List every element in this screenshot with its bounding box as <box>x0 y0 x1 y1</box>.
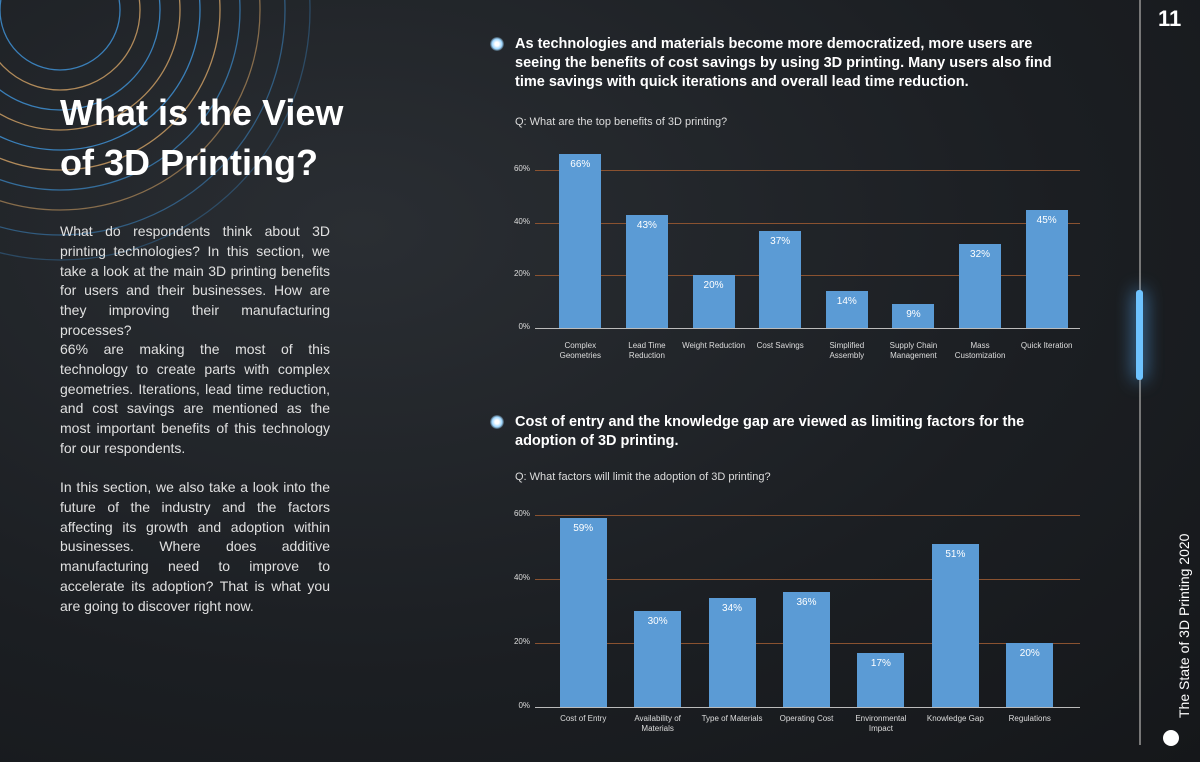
data-label: 43% <box>636 219 657 231</box>
bar <box>708 598 756 707</box>
x-tick-label: Type of Materials <box>701 714 763 723</box>
bar <box>634 611 682 707</box>
x-tick-label: Availability of Materials <box>634 714 681 733</box>
chart-subtitle: Q: What factors will limit the adoption … <box>515 471 771 483</box>
chart-title: As technologies and materials become mor… <box>515 36 1052 90</box>
grid-line <box>535 707 1080 708</box>
y-tick-label: 0% <box>518 322 530 331</box>
sidebar-title: The State of 3D Printing 2020 <box>1176 533 1192 718</box>
data-label: 17% <box>870 657 891 669</box>
data-label: 14% <box>836 296 857 308</box>
data-label: 9% <box>906 309 921 321</box>
y-tick-label: 40% <box>513 573 530 582</box>
y-tick-label: 0% <box>518 701 530 710</box>
data-label: 37% <box>770 235 791 247</box>
chart-subtitle: Q: What are the top benefits of 3D print… <box>515 116 728 128</box>
data-label: 45% <box>1036 214 1057 226</box>
data-label: 32% <box>970 248 991 260</box>
x-tick-label: Cost Savings <box>756 341 804 350</box>
bar <box>857 652 905 707</box>
data-label: 51% <box>945 548 966 560</box>
bar <box>1006 643 1054 707</box>
x-tick-label: Complex Geometries <box>559 341 601 360</box>
grid-line <box>535 170 1080 171</box>
bar <box>931 543 979 707</box>
paragraph: 66% are making the most of this technolo… <box>60 341 330 456</box>
data-label: 20% <box>703 280 724 292</box>
bullet <box>490 37 504 51</box>
bar <box>892 304 935 328</box>
data-label: 36% <box>796 596 817 608</box>
paragraph: In this section, we also take a look int… <box>60 479 330 614</box>
paragraph: What do respondents think about 3D print… <box>60 223 330 338</box>
logo <box>1163 730 1179 746</box>
y-tick-label: 60% <box>513 509 530 518</box>
y-tick-label: 20% <box>513 269 530 279</box>
bar <box>959 243 1002 328</box>
x-tick-label: Regulations <box>1008 714 1051 723</box>
page-number: 11 <box>1158 6 1182 31</box>
grid-line <box>535 275 1080 277</box>
grid-line <box>535 579 1080 580</box>
x-tick-label: Knowledge Gap <box>926 714 984 723</box>
x-tick-label: Lead Time Reduction <box>628 341 666 360</box>
data-label: 59% <box>573 523 594 535</box>
decor-arcs <box>0 0 311 261</box>
y-tick-label: 20% <box>513 637 530 646</box>
data-label: 30% <box>647 616 668 627</box>
bar <box>1025 209 1068 328</box>
bullet <box>490 415 504 429</box>
data-label: 34% <box>722 603 743 615</box>
bar <box>825 291 868 328</box>
bar <box>783 591 830 707</box>
x-tick-label: Weight Reduction <box>682 341 746 350</box>
grid-line <box>535 515 1080 516</box>
x-tick-label: Mass Customization <box>954 341 1006 360</box>
grid-line <box>535 222 1080 224</box>
x-tick-label: Environmental Impact <box>855 714 907 733</box>
bar <box>559 154 602 328</box>
x-tick-label: Supply Chain Management <box>889 341 938 360</box>
data-label: 66% <box>570 159 591 171</box>
bar <box>559 518 607 707</box>
x-tick-label: Simplified Assembly <box>829 341 865 360</box>
y-tick-label: 60% <box>513 164 530 173</box>
x-tick-label: Quick Iteration <box>1020 341 1073 350</box>
bar <box>692 275 735 328</box>
sidebar-glow <box>1136 290 1143 380</box>
chart-title: Cost of entry and the knowledge gap are … <box>515 414 1025 449</box>
bar <box>625 214 668 328</box>
heading: What is the View of 3D Printing? <box>60 92 344 183</box>
y-tick-label: 40% <box>513 216 530 226</box>
x-tick-label: Cost of Entry <box>560 714 607 723</box>
bar <box>759 230 802 328</box>
grid-line <box>535 328 1080 329</box>
x-tick-label: Operating Cost <box>779 714 834 723</box>
data-label: 20% <box>1019 648 1040 659</box>
